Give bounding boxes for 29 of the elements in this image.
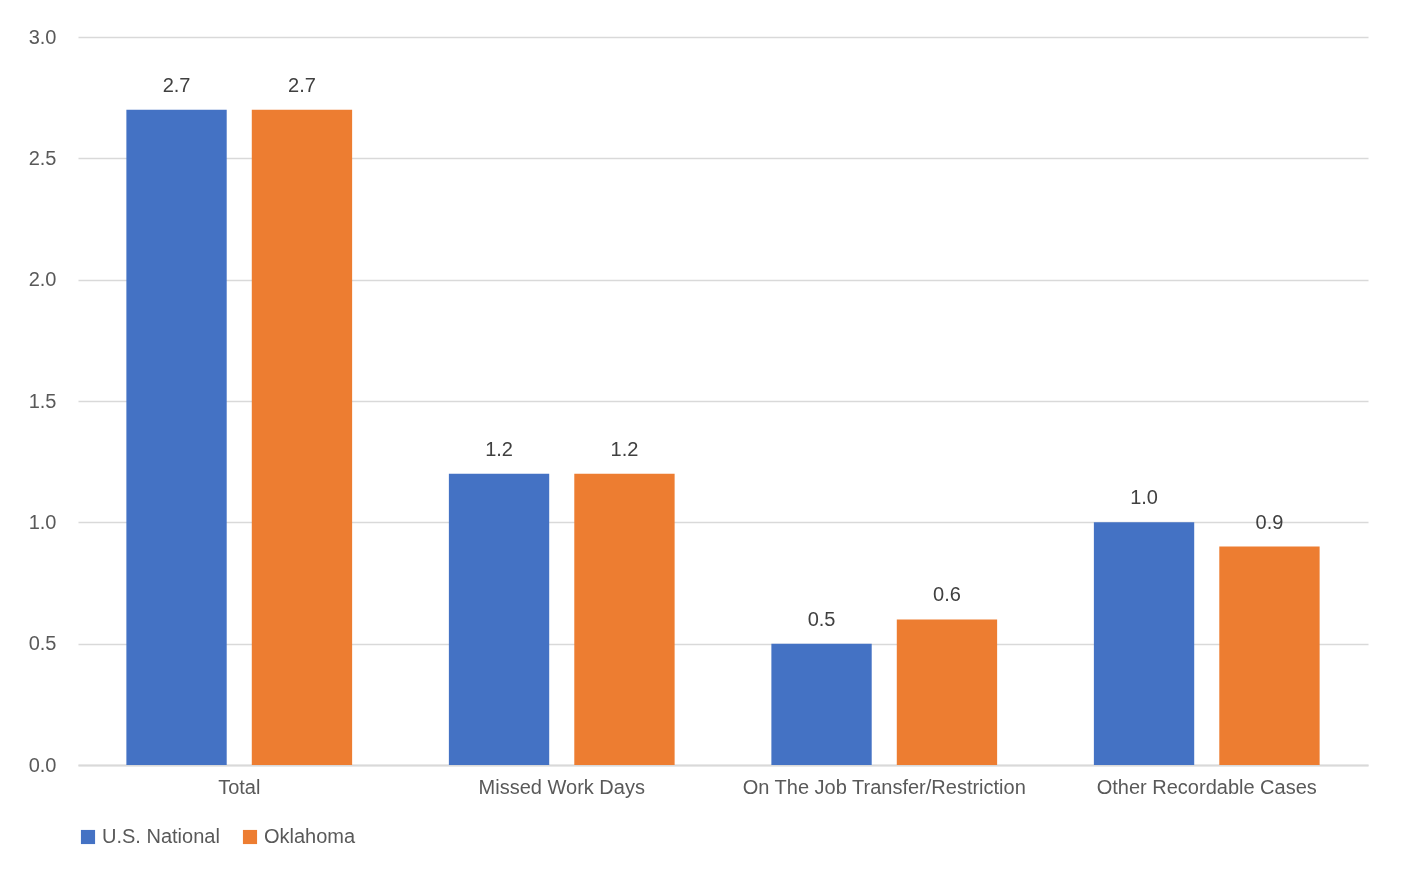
bar (251, 109, 353, 765)
y-tick-label: 0.5 (28, 632, 57, 655)
y-tick-label: 1.0 (28, 510, 57, 533)
data-label: 0.9 (1255, 510, 1284, 533)
x-tick-label: Missed Work Days (478, 775, 645, 798)
y-tick-label: 1.5 (28, 389, 57, 412)
data-label: 2.7 (162, 73, 191, 96)
data-label: 1.2 (485, 437, 513, 460)
legend-label: U.S. National (102, 825, 220, 847)
bar (1093, 522, 1195, 765)
bar (574, 473, 675, 765)
bar (1219, 546, 1320, 765)
legend-label: Oklahoma (264, 825, 357, 847)
x-tick-label: Total (218, 775, 261, 798)
bar (771, 643, 872, 765)
data-label: 1.2 (610, 437, 639, 460)
data-label: 0.6 (933, 583, 961, 606)
bar (126, 109, 227, 765)
y-tick-label: 2.5 (28, 146, 57, 169)
y-tick-label: 0.0 (28, 753, 57, 776)
bar (448, 473, 550, 765)
data-label: 0.5 (807, 607, 836, 630)
y-tick-label: 2.0 (28, 268, 57, 291)
x-tick-label: On The Job Transfer/Restriction (742, 775, 1026, 798)
y-tick-label: 3.0 (28, 25, 57, 48)
x-tick-label: Other Recordable Cases (1096, 775, 1317, 798)
data-label: 1.0 (1130, 486, 1158, 509)
data-label: 2.7 (288, 73, 316, 96)
bar (896, 619, 998, 765)
